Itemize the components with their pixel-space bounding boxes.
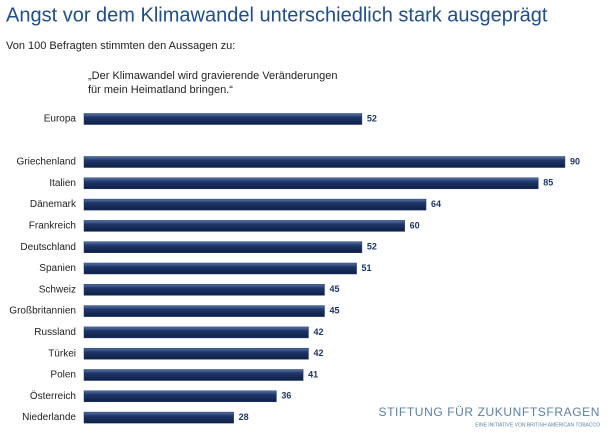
bar bbox=[83, 220, 405, 232]
value-label: 42 bbox=[313, 327, 323, 337]
bar bbox=[83, 305, 325, 317]
bar bbox=[83, 198, 427, 211]
chart-subtitle: Von 100 Befragten stimmten den Aussagen … bbox=[6, 40, 235, 52]
value-label: 45 bbox=[329, 284, 339, 294]
bar bbox=[83, 369, 304, 381]
category-label: Österreich bbox=[30, 390, 76, 402]
value-label: 51 bbox=[362, 263, 372, 273]
quote-line: „Der Klimawandel wird gravierende Veränd… bbox=[88, 70, 337, 82]
category-label: Frankreich bbox=[29, 221, 76, 232]
value-label: 64 bbox=[431, 199, 441, 209]
category-label: Großbritannien bbox=[9, 306, 76, 317]
logo-tagline: EINE INITIATIVE VON BRITISH AMERICAN TOB… bbox=[475, 422, 600, 428]
bar bbox=[83, 390, 277, 403]
value-label: 52 bbox=[367, 242, 377, 252]
value-label: 28 bbox=[239, 412, 249, 422]
category-label: Niederlande bbox=[22, 412, 76, 423]
value-label: 60 bbox=[410, 220, 420, 230]
bar bbox=[83, 411, 234, 424]
quote-line: für mein Heimatland bringen.“ bbox=[88, 84, 233, 96]
category-label: Italien bbox=[49, 178, 76, 189]
value-label: 85 bbox=[543, 178, 553, 188]
bar bbox=[83, 156, 566, 168]
bar bbox=[83, 113, 363, 125]
category-label: Europa bbox=[44, 114, 77, 125]
logo-name: STIFTUNG FÜR ZUKUNFTSFRAGEN bbox=[378, 405, 600, 419]
category-label: Schweiz bbox=[39, 284, 76, 295]
bar bbox=[83, 284, 325, 296]
value-label: 52 bbox=[367, 113, 377, 123]
bar bbox=[83, 177, 539, 190]
category-label: Spanien bbox=[39, 263, 76, 274]
category-label: Griechenland bbox=[17, 157, 76, 168]
bar bbox=[83, 347, 309, 360]
category-label: Türkei bbox=[48, 348, 76, 359]
category-label: Deutschland bbox=[20, 242, 76, 253]
value-label: 45 bbox=[329, 305, 339, 315]
category-label: Polen bbox=[50, 370, 76, 381]
value-label: 41 bbox=[308, 369, 318, 379]
value-label: 42 bbox=[313, 348, 323, 358]
chart-title: Angst vor dem Klimawandel unterschiedlic… bbox=[6, 4, 548, 26]
bar bbox=[83, 241, 363, 253]
bar bbox=[83, 326, 309, 339]
category-label: Dänemark bbox=[30, 199, 77, 210]
value-label: 36 bbox=[281, 391, 291, 401]
bar bbox=[83, 262, 357, 275]
category-label: Russland bbox=[34, 327, 76, 338]
value-label: 90 bbox=[570, 156, 580, 166]
